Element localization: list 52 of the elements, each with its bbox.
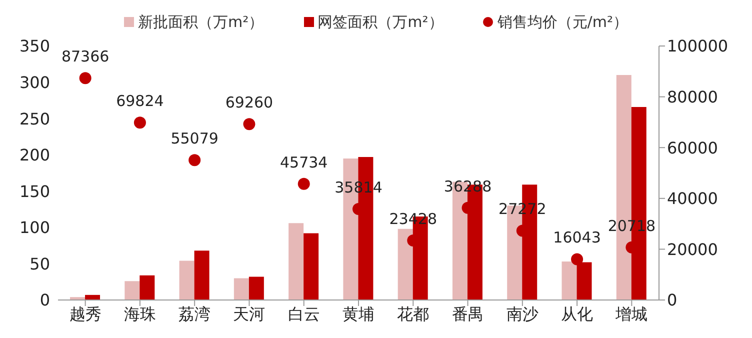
y2-tick-label: 60000 bbox=[667, 138, 718, 158]
x-tick-label: 越秀 bbox=[69, 304, 102, 324]
bar bbox=[248, 276, 264, 300]
point bbox=[134, 116, 146, 129]
x-tick-label: 从化 bbox=[561, 304, 594, 324]
data-label: 55079 bbox=[170, 130, 218, 148]
y-tick-label: 0 bbox=[40, 290, 50, 310]
x-tick-label: 南沙 bbox=[506, 304, 538, 324]
y2-tick-label: 100000 bbox=[667, 36, 728, 56]
y2-tick-label: 0 bbox=[667, 290, 678, 310]
x-tick-label: 增城 bbox=[614, 304, 648, 324]
x-tick-label: 花都 bbox=[397, 304, 430, 324]
y-tick-label: 350 bbox=[19, 36, 50, 56]
y-tick-label: 200 bbox=[19, 146, 50, 165]
y-tick-label: 250 bbox=[19, 109, 50, 128]
point bbox=[79, 72, 92, 84]
data-label: 87366 bbox=[61, 48, 110, 66]
bar bbox=[398, 228, 413, 300]
bar bbox=[194, 250, 210, 300]
data-label: 69824 bbox=[116, 92, 164, 110]
y2-tick-label: 20000 bbox=[667, 240, 718, 259]
y2-tick-label: 80000 bbox=[667, 87, 718, 106]
x-tick-label: 天河 bbox=[233, 304, 266, 324]
x-tick-label: 番禺 bbox=[452, 304, 484, 324]
x-tick-label: 海珠 bbox=[124, 304, 156, 324]
bar bbox=[288, 223, 304, 300]
y2-tick-label: 40000 bbox=[667, 189, 718, 208]
bar bbox=[304, 233, 319, 300]
data-label: 69260 bbox=[225, 94, 274, 112]
bar bbox=[234, 278, 249, 300]
point bbox=[571, 253, 584, 266]
x-tick-label: 黄埔 bbox=[342, 304, 374, 324]
data-label: 45734 bbox=[280, 153, 328, 172]
legend-label: 网签面积（万m²） bbox=[318, 12, 444, 32]
bar bbox=[562, 262, 577, 300]
data-label: 23428 bbox=[389, 210, 437, 228]
y-tick-label: 50 bbox=[30, 254, 50, 274]
data-label: 36288 bbox=[444, 177, 492, 196]
y-tick-label: 150 bbox=[19, 182, 50, 201]
data-label: 16043 bbox=[553, 228, 601, 247]
legend-label: 销售均价（元/m²） bbox=[497, 12, 628, 32]
y-tick-label: 300 bbox=[19, 72, 50, 92]
x-tick-label: 白云 bbox=[288, 304, 320, 324]
x-tick-label: 荔湾 bbox=[178, 304, 211, 324]
bar bbox=[179, 260, 194, 300]
y-tick-label: 100 bbox=[19, 218, 50, 238]
point bbox=[243, 118, 256, 130]
point bbox=[188, 154, 201, 166]
point bbox=[298, 178, 310, 190]
bar bbox=[124, 281, 140, 300]
legend-label: 新批面积（万m²） bbox=[138, 12, 264, 32]
bar bbox=[140, 275, 155, 300]
